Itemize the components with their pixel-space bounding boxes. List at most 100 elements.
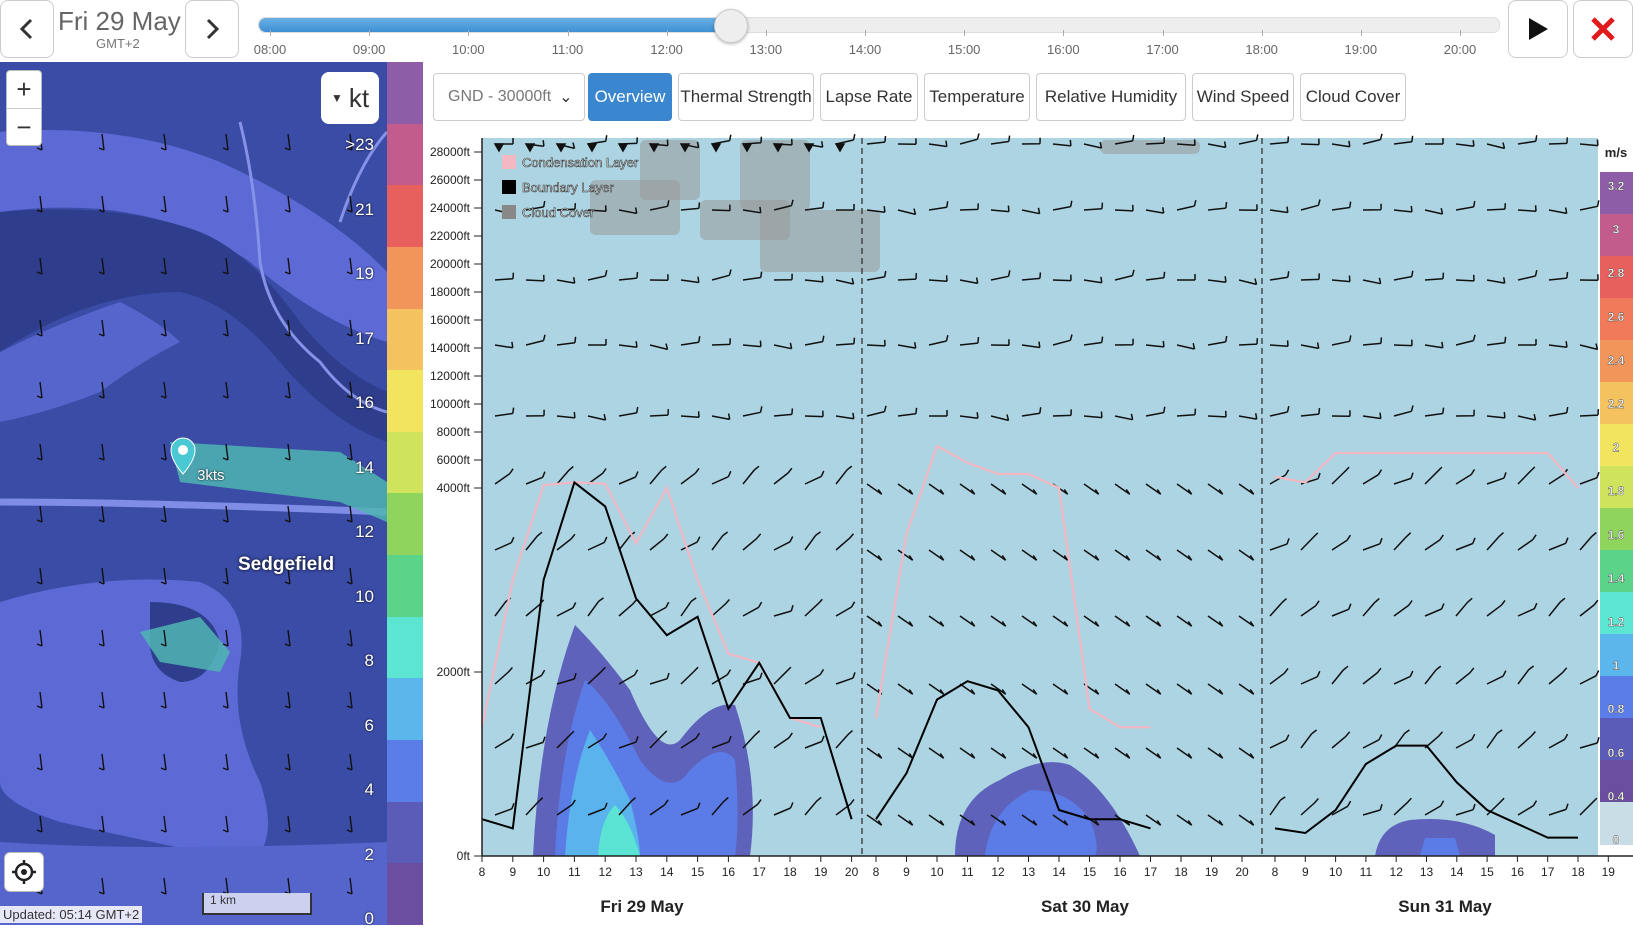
scale-label: 0 (364, 909, 374, 928)
time-tick-label: 12:00 (650, 42, 683, 57)
updated-timestamp: Updated: 05:14 GMT+2 (0, 906, 143, 923)
zoom-out-button[interactable]: − (16, 112, 32, 142)
y-tick-label: 16000ft (430, 313, 471, 327)
colorbar-label: 0.8 (1608, 702, 1625, 716)
x-tick-label: 9 (509, 865, 516, 879)
y-tick-label: 10000ft (430, 397, 471, 411)
time-tick-label: 13:00 (749, 42, 783, 57)
next-day-button[interactable] (185, 0, 239, 58)
thermal-area (598, 805, 640, 856)
tab-cloud-cover[interactable]: Cloud Cover (1300, 73, 1406, 121)
scale-label: 14 (355, 457, 374, 477)
timezone-label: GMT+2 (96, 36, 140, 51)
time-tick-label: 09:00 (352, 42, 386, 57)
previous-day-button[interactable] (0, 0, 54, 58)
y-tick-label: 14000ft (430, 341, 471, 355)
scale-swatch (387, 185, 423, 247)
thermal-area (1420, 838, 1460, 856)
condensation-layer-line (874, 444, 1151, 729)
tab-relative-humidity[interactable]: Relative Humidity (1036, 73, 1186, 121)
y-tick-label: 4000ft (437, 481, 471, 495)
y-tick-label: 12000ft (430, 369, 471, 383)
x-axis: 8 9 10 11 12 13 14 15 16 17 18 19 20 8 9 10 11 12 13 14 15 16… (479, 856, 1615, 879)
date-label: Fri 29 May (58, 6, 181, 36)
colorbar-swatch (1600, 508, 1633, 551)
colorbar-swatch (1600, 340, 1633, 383)
scale-swatch (387, 62, 423, 124)
wind-map[interactable] (0, 62, 387, 925)
tab-wind-speed[interactable]: Wind Speed (1192, 73, 1294, 121)
chart-plot-area (482, 138, 1598, 856)
scale-label: 17 (355, 328, 374, 348)
scale-label: 8 (364, 651, 374, 670)
time-tick-label: 18:00 (1245, 42, 1278, 57)
scale-label: 2 (364, 844, 374, 864)
x-tick-label: 15 (1480, 865, 1494, 879)
colorbar-label: 3.2 (1608, 179, 1625, 193)
time-tick-label: 11:00 (551, 42, 584, 57)
x-tick-label: 16 (722, 865, 736, 879)
legend-swatch (502, 205, 516, 219)
scale-label: 4 (364, 780, 374, 799)
scale-label: 10 (355, 586, 374, 606)
scale-swatch (387, 678, 423, 741)
time-tick-label: 17:00 (1146, 42, 1179, 57)
place-label: Sedgefield (238, 554, 335, 575)
timeline-slider[interactable] (258, 9, 1500, 43)
unit-label: kt (348, 82, 370, 113)
x-tick-label: 11 (961, 865, 974, 879)
tab-thermal-strength[interactable]: Thermal Strength (678, 73, 814, 121)
wind-speed-scale (387, 62, 423, 925)
time-tick-label: 20:00 (1443, 42, 1477, 57)
colorbar-swatch (1600, 298, 1633, 341)
x-tick-label: 13 (1420, 865, 1434, 879)
colorbar-swatch (1600, 172, 1633, 215)
x-tick-label: 17 (1541, 865, 1555, 879)
legend-label: Boundary Layer (522, 180, 614, 195)
play-icon (1529, 18, 1548, 40)
close-button[interactable] (1573, 0, 1633, 58)
scale-swatch (387, 863, 423, 925)
play-button[interactable] (1508, 0, 1568, 58)
thermal-area (1375, 819, 1495, 856)
colorbar-label: 1.6 (1608, 528, 1625, 542)
time-tick-label: 19:00 (1344, 42, 1378, 57)
y-tick-label: 22000ft (430, 229, 471, 243)
chevron-down-icon: ⌄ (559, 89, 573, 106)
tab-lapse-rate[interactable]: Lapse Rate (820, 73, 918, 121)
tab-overview[interactable]: Overview (588, 73, 672, 121)
scale-label: >23 (345, 135, 374, 154)
x-tick-label: 17 (1144, 865, 1158, 879)
x-tick-label: 19 (814, 865, 828, 879)
x-tick-label: 16 (1511, 865, 1525, 879)
y-tick-label: 26000ft (430, 173, 471, 187)
time-tick-label: 14:00 (848, 42, 882, 57)
timeline-handle[interactable] (714, 9, 749, 43)
colorbar-label: 2.4 (1608, 353, 1625, 367)
altitude-select[interactable]: GND - 30000ft ⌄ (433, 73, 585, 121)
scale-label: 12 (355, 522, 374, 541)
colorbar-label: 1.2 (1608, 615, 1625, 629)
zoom-in-button[interactable]: + (7, 71, 41, 109)
scale-swatch (387, 370, 423, 432)
unit-toggle-button[interactable]: ▼ kt (321, 72, 379, 124)
scale-swatch (387, 555, 423, 617)
x-tick-label: 16 (1113, 865, 1127, 879)
colorbar-swatch (1600, 592, 1633, 635)
caret-down-icon: ▼ (330, 91, 343, 105)
tab-temperature[interactable]: Temperature (924, 73, 1030, 121)
y-tick-label: 0ft (457, 849, 471, 863)
colorbar-label: 2.2 (1608, 397, 1625, 411)
colorbar-unit: m/s (1605, 145, 1627, 160)
colorbar-label: 3 (1613, 223, 1620, 237)
colorbar-label: 2 (1613, 441, 1620, 455)
y-tick-label: 18000ft (430, 285, 471, 299)
cloud-cover-area (740, 140, 810, 210)
x-tick-label: 13 (629, 865, 643, 879)
locate-button[interactable] (4, 852, 44, 892)
x-tick-label: 10 (1329, 865, 1343, 879)
x-tick-label: 9 (1302, 865, 1309, 879)
chevron-right-icon (206, 18, 220, 40)
colorbar-label: 0 (1613, 833, 1620, 847)
